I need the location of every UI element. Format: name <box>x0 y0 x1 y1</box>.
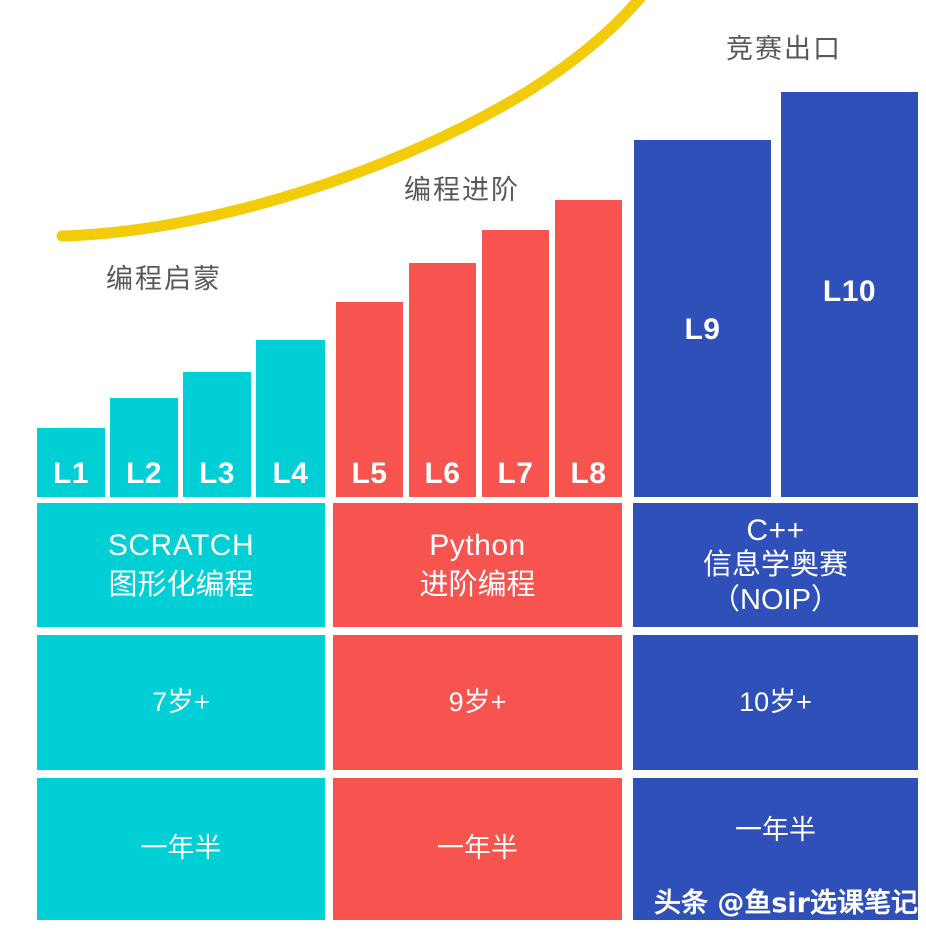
bar-l7: L7 <box>482 230 549 497</box>
age-cyan: 7岁+ <box>152 686 210 717</box>
bar-label-l9: L9 <box>684 312 721 346</box>
bar-label-l10: L10 <box>822 274 877 308</box>
duration-cyan: 一年半 <box>140 833 222 864</box>
watermark: 头条 @鱼sir选课笔记 <box>653 888 918 919</box>
course-cn-red: 进阶编程 <box>419 568 536 601</box>
panel-duration-cyan[interactable]: 一年半 <box>37 778 325 920</box>
caption-enlightenment: 编程启蒙 <box>106 264 222 295</box>
bar-l10: L10 <box>781 92 918 497</box>
caption-competition: 竞赛出口 <box>726 34 842 65</box>
bar-l3: L3 <box>183 372 251 497</box>
panel-duration-red[interactable]: 一年半 <box>333 778 622 920</box>
course-cn2-blue: （NOIP） <box>711 583 840 616</box>
duration-red: 一年半 <box>437 833 518 864</box>
course-cn-cyan: 图形化编程 <box>108 568 254 601</box>
course-latin-red: Python <box>429 529 526 563</box>
panel-course-cpp[interactable]: C++ 信息学奥赛 （NOIP） <box>633 503 918 627</box>
bar-label-l6: L6 <box>424 457 461 490</box>
bar-l6: L6 <box>409 263 476 497</box>
caption-advanced: 编程进阶 <box>404 175 520 206</box>
bar-label-l2: L2 <box>125 457 162 490</box>
bar-l1: L1 <box>37 428 105 497</box>
panel-course-python[interactable]: Python 进阶编程 <box>333 503 622 627</box>
bar-label-l3: L3 <box>198 457 235 490</box>
bar-l2: L2 <box>110 398 178 497</box>
course-latin-blue: C++ <box>746 514 805 548</box>
age-blue: 10岁+ <box>739 686 812 717</box>
duration-blue: 一年半 <box>735 815 816 846</box>
bar-l5: L5 <box>336 302 403 497</box>
panel-course-scratch[interactable]: SCRATCH 图形化编程 <box>37 503 325 627</box>
panel-age-cyan[interactable]: 7岁+ <box>37 635 325 770</box>
bar-l9: L9 <box>634 140 771 497</box>
panel-age-red[interactable]: 9岁+ <box>333 635 622 770</box>
bar-label-l1: L1 <box>52 457 89 490</box>
bar-l8: L8 <box>555 200 622 497</box>
bar-label-l4: L4 <box>272 457 309 490</box>
course-cn-blue: 信息学奥赛 <box>702 549 848 582</box>
bar-l4: L4 <box>256 340 325 497</box>
bar-label-l8: L8 <box>570 457 607 490</box>
panel-age-blue[interactable]: 10岁+ <box>633 635 918 770</box>
panel-duration-blue[interactable]: 一年半 <box>633 778 918 920</box>
course-latin-cyan: SCRATCH <box>107 529 255 563</box>
bar-label-l7: L7 <box>497 457 534 490</box>
age-red: 9岁+ <box>448 686 507 717</box>
bar-label-l5: L5 <box>351 457 388 490</box>
